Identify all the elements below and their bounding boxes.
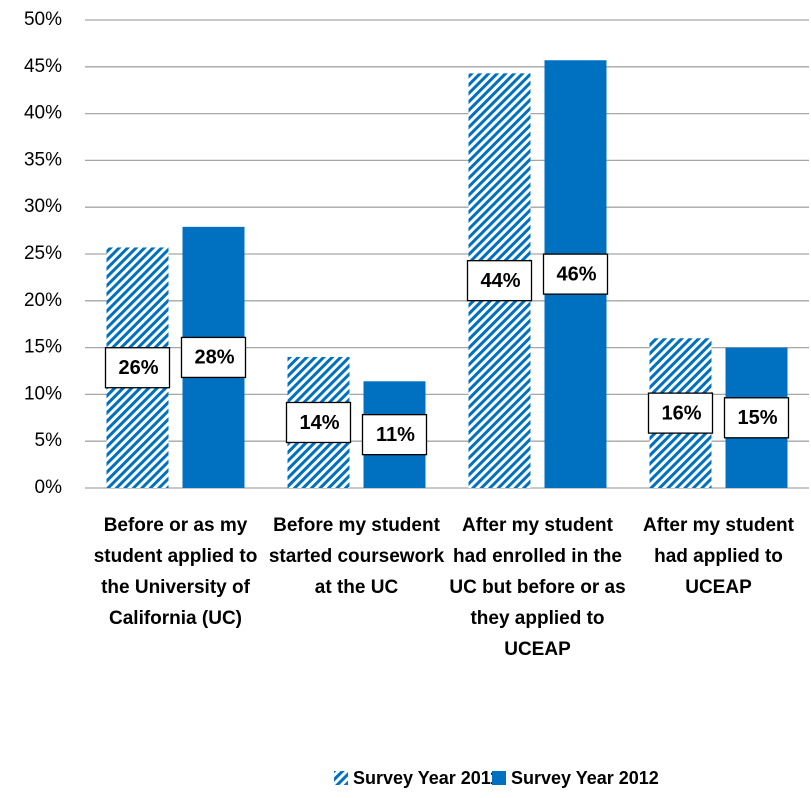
- data-label: 44%: [480, 270, 520, 292]
- data-label-box: [647, 392, 714, 434]
- data-label-box: [285, 401, 352, 444]
- y-tick-label: 40%: [24, 103, 62, 124]
- data-label: 11%: [376, 424, 415, 446]
- legend-swatch: [492, 771, 506, 785]
- y-tick-label: 45%: [24, 56, 62, 77]
- y-tick-label: 20%: [24, 290, 62, 311]
- x-tick-label: Before or as my student applied to the U…: [93, 515, 258, 629]
- y-tick-label: 35%: [24, 149, 62, 170]
- legend-label: Survey Year 2011: [353, 768, 500, 788]
- data-label-box: [466, 260, 533, 302]
- x-tick-label: After my student had applied to UCEAP: [643, 515, 794, 598]
- data-label: 15%: [737, 407, 777, 429]
- data-label-box: [104, 347, 171, 389]
- data-label: 28%: [194, 347, 234, 369]
- y-tick-label: 0%: [35, 477, 63, 498]
- legend-label: Survey Year 2012: [511, 768, 659, 788]
- data-label: 16%: [661, 402, 701, 424]
- legend-swatch: [334, 771, 348, 785]
- x-tick-label: Before my student started coursework at …: [268, 515, 445, 598]
- data-label-box: [723, 397, 790, 439]
- y-tick-label: 30%: [24, 196, 62, 217]
- y-tick-label: 5%: [35, 430, 63, 451]
- x-tick-label: After my student had enrolled in the UC …: [449, 515, 626, 660]
- y-tick-label: 10%: [24, 383, 62, 404]
- data-label: 46%: [556, 263, 596, 285]
- data-label-box: [542, 253, 609, 295]
- data-label-box: [361, 413, 428, 456]
- data-label-box: [180, 336, 247, 379]
- y-tick-label: 25%: [24, 243, 62, 264]
- y-tick-label: 50%: [24, 9, 62, 30]
- data-label: 14%: [299, 412, 339, 434]
- data-label: 26%: [118, 357, 158, 379]
- y-tick-label: 15%: [24, 337, 62, 358]
